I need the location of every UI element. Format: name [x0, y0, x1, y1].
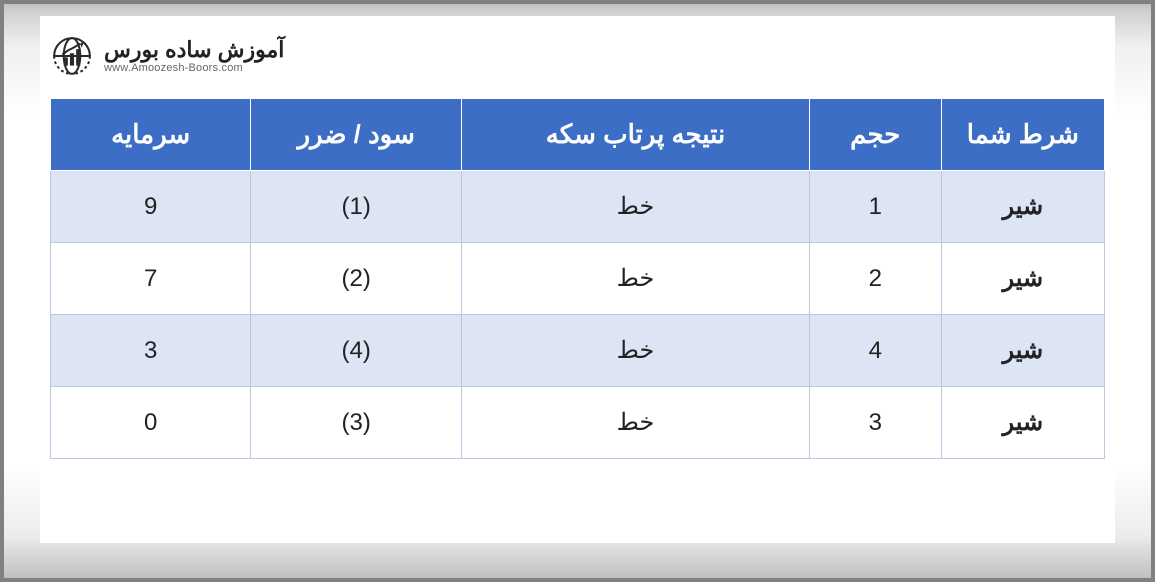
cell-bet: شیر	[941, 315, 1104, 387]
cell-pl: (4)	[251, 315, 462, 387]
cell-cap: 7	[51, 243, 251, 315]
table-header-row: شرط شماحجمنتیجه پرتاب سکهسود / ضررسرمایه	[51, 99, 1105, 171]
cell-pl: (2)	[251, 243, 462, 315]
cell-result: خط	[462, 387, 810, 459]
cell-vol: 4	[809, 315, 941, 387]
cell-cap: 3	[51, 315, 251, 387]
logo-subtitle: www.Amoozesh-Boors.com	[104, 62, 284, 74]
cell-pl: (1)	[251, 171, 462, 243]
table-container: شرط شماحجمنتیجه پرتاب سکهسود / ضررسرمایه…	[40, 90, 1115, 459]
cell-cap: 9	[51, 171, 251, 243]
col-header-result: نتیجه پرتاب سکه	[462, 99, 810, 171]
col-header-bet: شرط شما	[941, 99, 1104, 171]
cell-bet: شیر	[941, 171, 1104, 243]
table-row: شیر3خط(3)0	[51, 387, 1105, 459]
cell-cap: 0	[51, 387, 251, 459]
table-row: شیر4خط(4)3	[51, 315, 1105, 387]
cell-bet: شیر	[941, 387, 1104, 459]
col-header-vol: حجم	[809, 99, 941, 171]
cell-result: خط	[462, 171, 810, 243]
cell-vol: 2	[809, 243, 941, 315]
table-row: شیر2خط(2)7	[51, 243, 1105, 315]
cell-vol: 3	[809, 387, 941, 459]
coin-toss-table: شرط شماحجمنتیجه پرتاب سکهسود / ضررسرمایه…	[50, 98, 1105, 459]
cell-bet: شیر	[941, 243, 1104, 315]
col-header-pl: سود / ضرر	[251, 99, 462, 171]
cell-pl: (3)	[251, 387, 462, 459]
content-card: آموزش ساده بورس www.Amoozesh-Boors.com ش…	[40, 16, 1115, 543]
cell-result: خط	[462, 243, 810, 315]
globe-chart-icon	[50, 34, 94, 78]
cell-result: خط	[462, 315, 810, 387]
cell-vol: 1	[809, 171, 941, 243]
logo: آموزش ساده بورس www.Amoozesh-Boors.com	[40, 16, 1115, 90]
table-row: شیر1خط(1)9	[51, 171, 1105, 243]
col-header-cap: سرمایه	[51, 99, 251, 171]
logo-title: آموزش ساده بورس	[104, 38, 284, 62]
